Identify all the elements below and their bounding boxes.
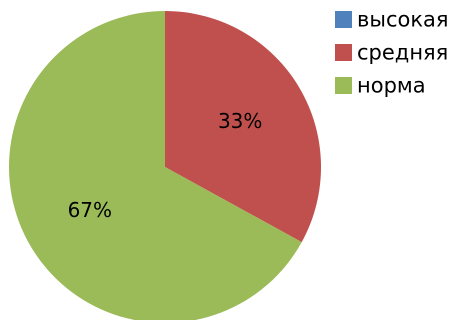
pie-data-labels: 33% 67% <box>68 109 263 222</box>
legend-label-1: средняя <box>357 41 448 65</box>
legend-swatch-2 <box>335 77 352 94</box>
pie-slices <box>9 11 321 320</box>
data-label-1: 33% <box>218 109 262 133</box>
data-label-2: 67% <box>68 198 112 222</box>
legend-swatch-0 <box>335 11 352 28</box>
legend: высокая средняя норма <box>335 8 449 98</box>
pie-slice-2 <box>9 11 302 320</box>
legend-label-2: норма <box>357 74 426 98</box>
pie-slice-1 <box>165 11 321 243</box>
legend-label-0: высокая <box>357 8 449 32</box>
legend-swatch-1 <box>335 44 352 61</box>
